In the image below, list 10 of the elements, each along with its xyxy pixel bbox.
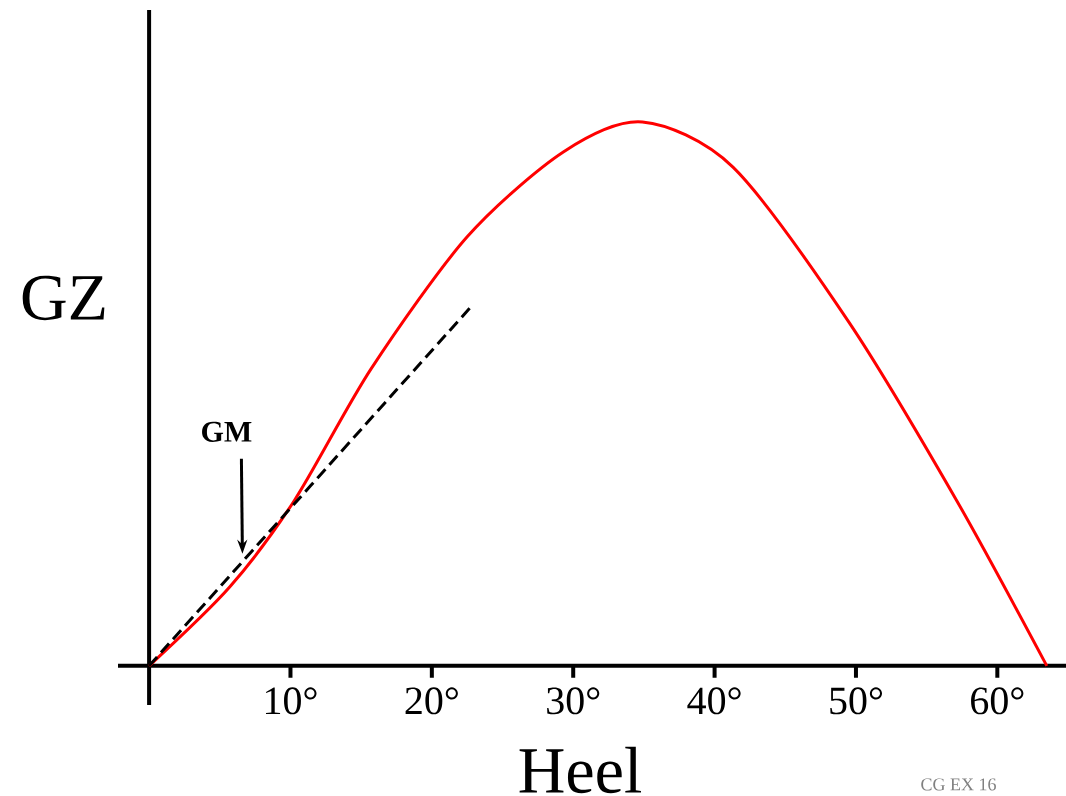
x-axis-title: Heel bbox=[519, 746, 641, 794]
x-tick-label: 20° bbox=[405, 687, 458, 715]
x-tick-label: 40° bbox=[687, 687, 741, 715]
y-axis-title: GZ bbox=[22, 275, 105, 321]
x-tick-label: 10° bbox=[265, 687, 317, 715]
annotation: GM bbox=[202, 421, 252, 442]
x-tick-label: 60° bbox=[971, 687, 1024, 715]
x-tick-label: 50° bbox=[830, 687, 882, 715]
text: CG EX 16 bbox=[921, 778, 996, 791]
x-tick-label: 30° bbox=[547, 687, 600, 715]
